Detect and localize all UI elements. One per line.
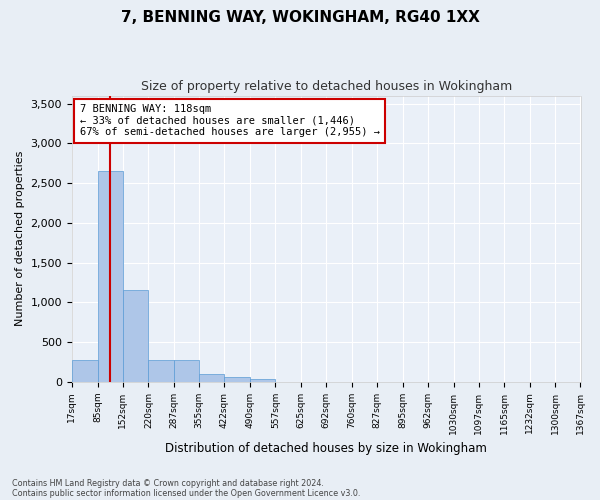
Text: Contains HM Land Registry data © Crown copyright and database right 2024.: Contains HM Land Registry data © Crown c… — [12, 478, 324, 488]
Bar — [148, 360, 173, 382]
Bar — [224, 378, 250, 382]
Y-axis label: Number of detached properties: Number of detached properties — [15, 151, 25, 326]
X-axis label: Distribution of detached houses by size in Wokingham: Distribution of detached houses by size … — [165, 442, 487, 455]
Bar — [123, 290, 148, 382]
Bar — [98, 171, 123, 382]
Text: 7, BENNING WAY, WOKINGHAM, RG40 1XX: 7, BENNING WAY, WOKINGHAM, RG40 1XX — [121, 10, 479, 25]
Bar — [173, 360, 199, 382]
Text: 7 BENNING WAY: 118sqm
← 33% of detached houses are smaller (1,446)
67% of semi-d: 7 BENNING WAY: 118sqm ← 33% of detached … — [80, 104, 380, 138]
Bar — [72, 360, 98, 382]
Title: Size of property relative to detached houses in Wokingham: Size of property relative to detached ho… — [140, 80, 512, 93]
Text: Contains public sector information licensed under the Open Government Licence v3: Contains public sector information licen… — [12, 488, 361, 498]
Bar — [199, 374, 224, 382]
Bar — [250, 378, 275, 382]
